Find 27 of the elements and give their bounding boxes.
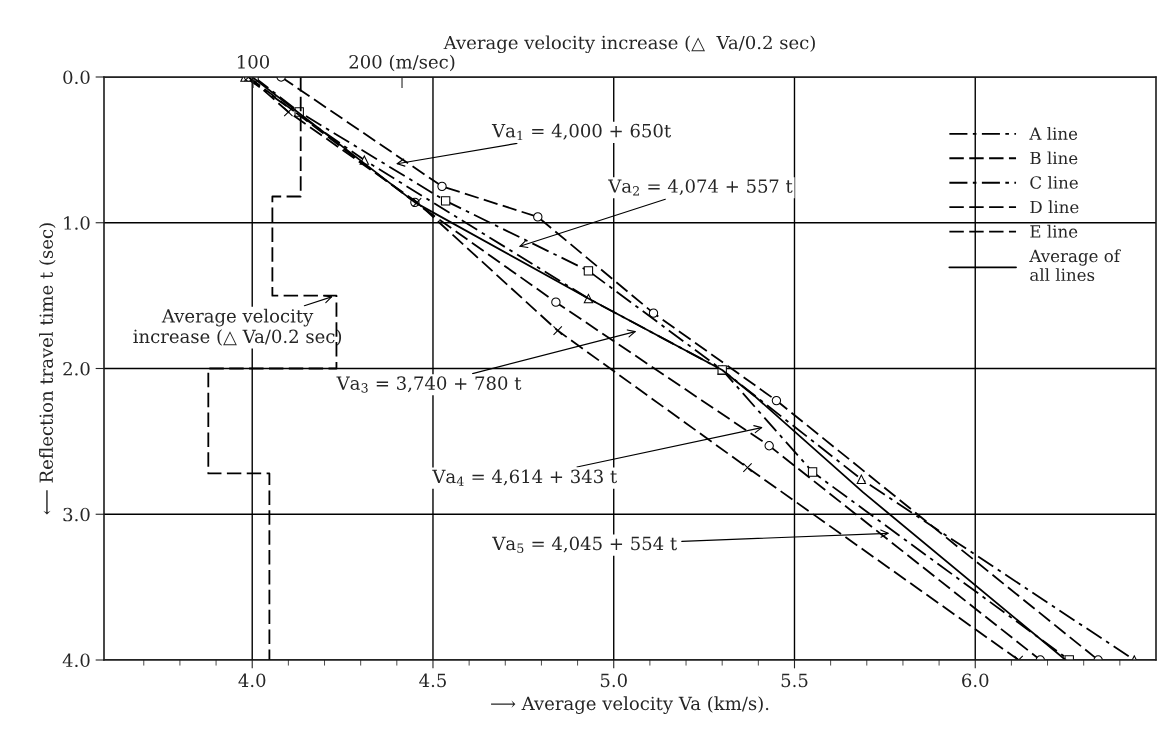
legend-label: A line <box>1029 126 1078 140</box>
x-tick-label: 5.0 <box>600 673 627 688</box>
y-tick-label: 0.0 <box>63 70 90 85</box>
x-tick-label: 5.5 <box>781 673 808 688</box>
legend-label: Average of all lines <box>1029 249 1121 282</box>
y-tick-label: 3.0 <box>63 507 90 522</box>
annotation: Average velocity increase (△ Va/0.2 sec) <box>133 308 342 346</box>
y-tick-label: 2.0 <box>63 361 90 376</box>
x-tick-label: 6.0 <box>962 673 989 688</box>
x-tick-label: 4.0 <box>238 673 266 688</box>
annotation: Va$_{2}$ = 4,074 + 557 t <box>608 179 793 196</box>
x-axis-title: ⟶ Average velocity Va (km/s). <box>491 696 769 714</box>
annotation: Va$_{1}$ = 4,000 + 650t <box>491 123 672 141</box>
y-tick-label: 4.0 <box>62 653 90 668</box>
x2-tick-label: 200 (m/sec) <box>349 54 455 72</box>
x2-tick-label: 100 <box>237 54 270 69</box>
legend-label: E line <box>1030 224 1078 238</box>
x-tick-label: 4.5 <box>419 673 446 688</box>
x2-axis-title: Average velocity increase (△ Va/0.2 sec) <box>443 35 815 54</box>
annotation: Va$_{5}$ = 4,045 + 554 t <box>492 536 678 553</box>
annotation: Va$_{4}$ = 4,614 + 343 t <box>432 469 618 486</box>
legend-label: C line <box>1030 175 1078 189</box>
legend-label: B line <box>1030 151 1078 165</box>
annotation: Va$_{3}$ = 3,740 + 780 t <box>336 376 522 393</box>
y-axis-title: ⟵ Reflection travel time t (sec) <box>39 223 56 515</box>
legend-label: D line <box>1030 200 1079 214</box>
y-tick-label: 1.0 <box>64 216 90 230</box>
